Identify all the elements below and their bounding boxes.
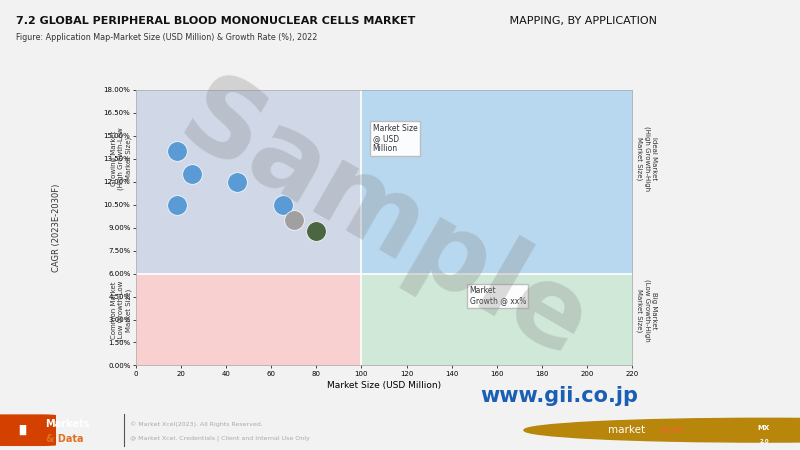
Text: Market Size
@ USD
Million: Market Size @ USD Million bbox=[373, 124, 418, 153]
Text: www.gii.co.jp: www.gii.co.jp bbox=[480, 386, 638, 406]
Point bbox=[231, 178, 244, 185]
Text: Sample: Sample bbox=[162, 63, 606, 381]
Text: Market
Growth @ xx%: Market Growth @ xx% bbox=[470, 286, 526, 305]
Text: ▐▌: ▐▌ bbox=[16, 424, 30, 435]
X-axis label: Market Size (USD Million): Market Size (USD Million) bbox=[327, 381, 441, 390]
Text: MAPPING, BY APPLICATION: MAPPING, BY APPLICATION bbox=[506, 16, 657, 26]
FancyBboxPatch shape bbox=[0, 414, 56, 446]
Text: Figure: Application Map-Market Size (USD Million) & Growth Rate (%), 2022: Figure: Application Map-Market Size (USD… bbox=[16, 33, 318, 42]
Text: & Data: & Data bbox=[46, 434, 83, 444]
Text: Common Market
(Low Growth-Low
Market Size): Common Market (Low Growth-Low Market Siz… bbox=[111, 280, 132, 341]
Point bbox=[310, 227, 322, 234]
Text: Big Market
(Low Growth-High
Market Size): Big Market (Low Growth-High Market Size) bbox=[636, 279, 657, 342]
Text: 2.0: 2.0 bbox=[759, 439, 769, 444]
Text: Ideal Market
(High Growth-High
Market Size): Ideal Market (High Growth-High Market Si… bbox=[636, 126, 657, 191]
Point bbox=[186, 171, 198, 178]
Circle shape bbox=[524, 418, 800, 442]
Text: CAGR (2023E-2030F): CAGR (2023E-2030F) bbox=[51, 184, 61, 272]
Text: © Market Xcel(2023). All Rights Reserved.: © Market Xcel(2023). All Rights Reserved… bbox=[130, 422, 263, 427]
Text: @ Market Xcel. Credentials | Client and Internal Use Only: @ Market Xcel. Credentials | Client and … bbox=[130, 435, 310, 441]
Point bbox=[170, 201, 183, 208]
Point bbox=[287, 216, 300, 224]
Text: market: market bbox=[608, 425, 645, 435]
Text: MX: MX bbox=[758, 425, 770, 431]
Text: Markets: Markets bbox=[46, 419, 90, 429]
Point bbox=[276, 201, 289, 208]
Text: 7.2 GLOBAL PERIPHERAL BLOOD MONONUCLEAR CELLS MARKET: 7.2 GLOBAL PERIPHERAL BLOOD MONONUCLEAR … bbox=[16, 16, 415, 26]
Text: xcel: xcel bbox=[660, 425, 684, 435]
Text: Growing Market
(High Growth-Low
Market Size): Growing Market (High Growth-Low Market S… bbox=[111, 127, 132, 190]
Point bbox=[170, 148, 183, 155]
